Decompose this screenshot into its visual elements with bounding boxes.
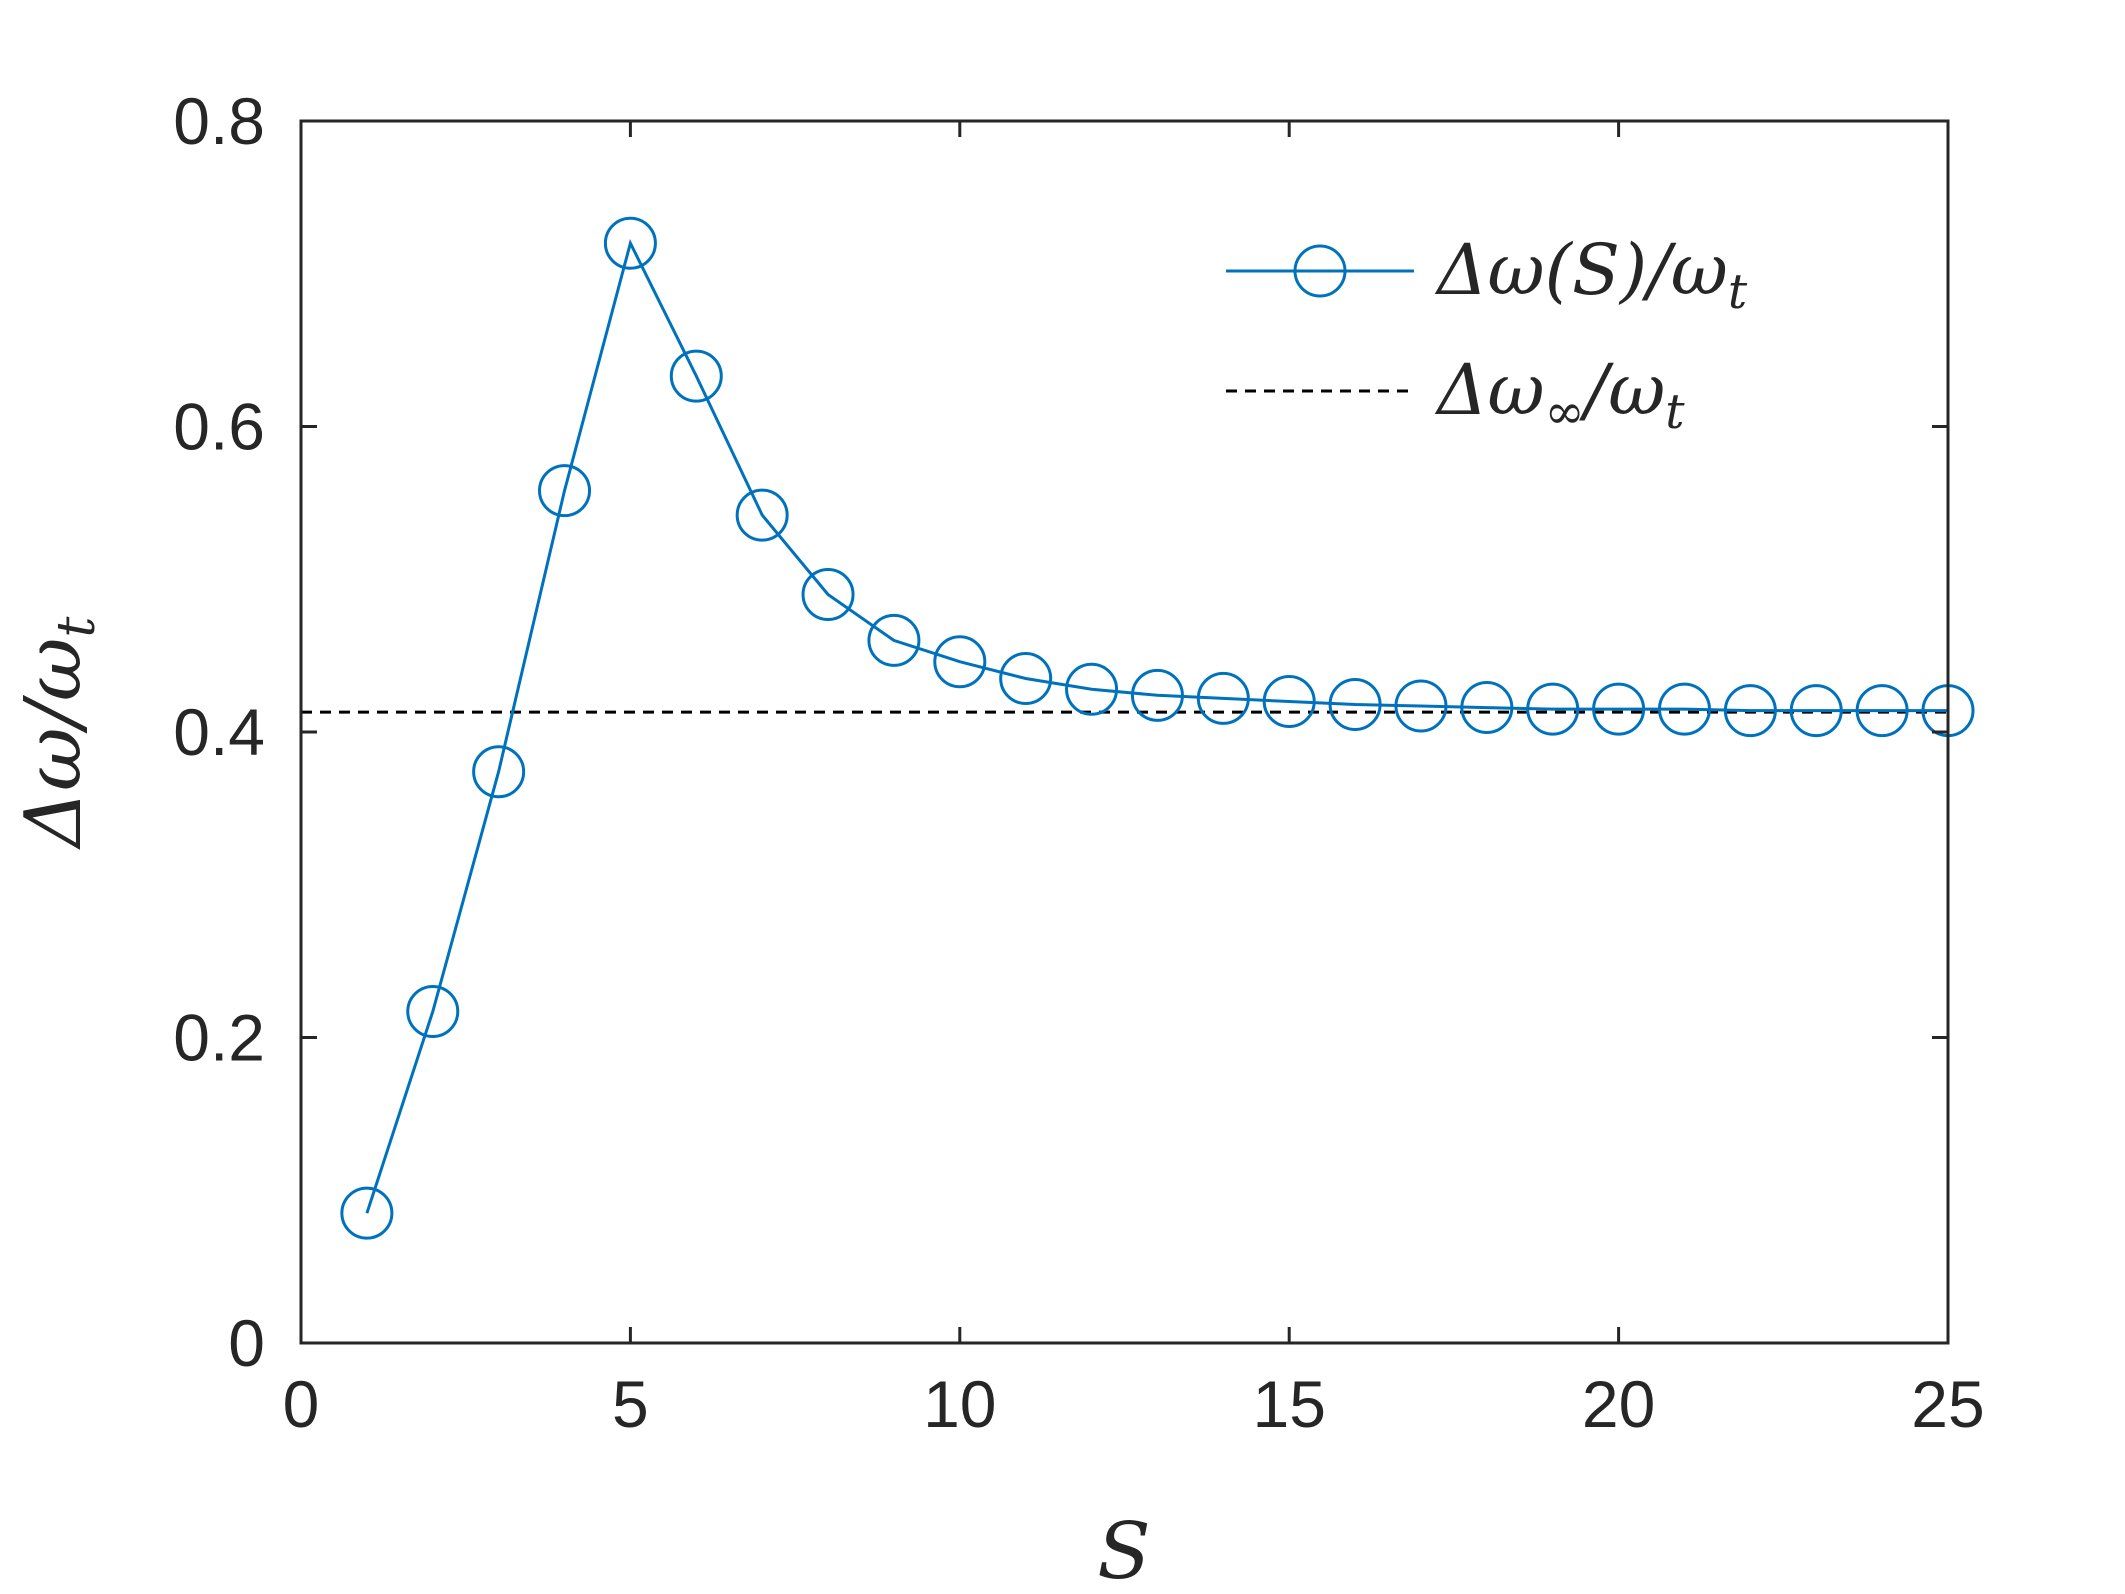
legend-label-series-2: Δω∞/ωt [1434,349,1685,440]
data-point [1526,682,1580,736]
data-point [538,464,592,518]
y-tick-label: 0.2 [173,1001,265,1075]
data-point [1262,674,1316,728]
data-point [1789,684,1843,738]
data-point [1723,684,1777,738]
data-point [1065,662,1119,716]
y-tick-label: 0.4 [173,695,265,769]
y-axis-label-sub: t [47,617,107,638]
legend-label-series-2-suffix: /ω [1579,349,1666,431]
data-point [801,568,855,622]
data-point [1130,668,1184,722]
tick-layer: 0 5 10 15 20 25 0 0.2 0.4 0.6 0.8 [173,84,1984,1441]
x-tick-label: 20 [1582,1367,1655,1441]
data-point [1855,684,1909,738]
data-point [340,1186,394,1240]
data-point [933,635,987,689]
x-tick-label: 5 [612,1367,649,1441]
data-point [1657,682,1711,736]
data-point [867,613,921,667]
data-point [472,745,526,799]
y-tick-label: 0.8 [173,84,265,158]
series-line [365,238,1948,1214]
data-point [999,652,1053,706]
x-tick-label: 25 [1911,1367,1984,1441]
legend-label-series-1-sub: t [1728,264,1748,320]
data-point [669,349,723,403]
x-tick-label: 0 [283,1367,320,1441]
legend-label-series-2-main: Δω [1434,349,1545,431]
data-point [1196,671,1250,725]
data-point [1460,681,1514,735]
legend-label-series-2-suffix-sub: t [1665,384,1685,440]
data-point [603,216,657,270]
x-axis-label: S [1097,1507,1150,1594]
data-point [1592,682,1646,736]
legend-label-series-1: Δω(S)/ωt [1434,229,1748,320]
legend-label-series-2-sub: ∞ [1545,384,1585,440]
data-point [735,488,789,542]
x-tick-label: 15 [1252,1367,1325,1441]
x-tick-label: 10 [923,1367,996,1441]
data-point [1328,678,1382,732]
y-axis-label-main: Δω/ω [9,638,99,851]
y-tick-label: 0 [228,1306,265,1380]
y-tick-label: 0.6 [173,390,265,464]
legend: Δω(S)/ωt Δω∞/ωt [1226,229,1748,440]
data-point [1394,679,1448,733]
legend-label-series-1-main: Δω(S)/ω [1434,229,1728,311]
legend-marker-series-1 [1293,244,1347,298]
data-point [406,985,460,1039]
y-axis-label: Δω/ωt [9,617,107,851]
